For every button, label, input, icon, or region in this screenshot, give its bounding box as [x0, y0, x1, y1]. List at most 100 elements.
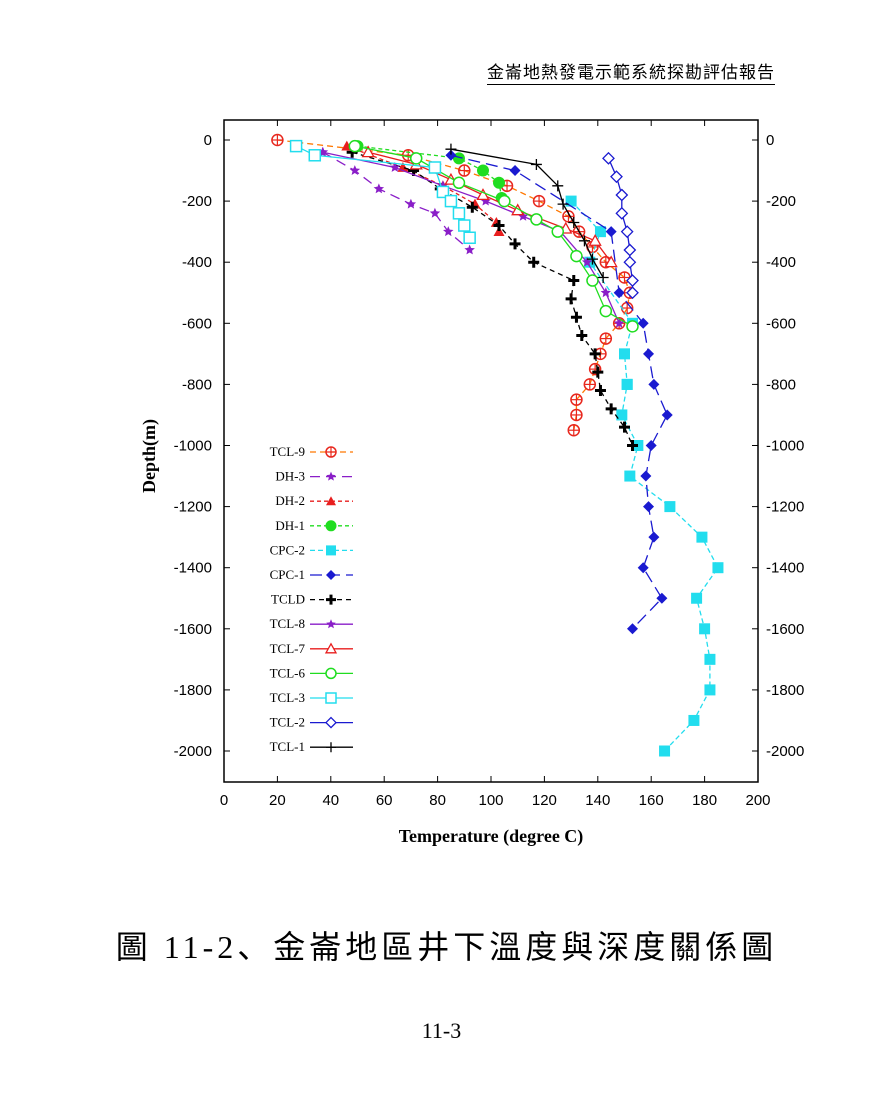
legend-marker-tcld	[326, 594, 336, 605]
y-tick-label-left: -200	[182, 193, 212, 210]
series-line-cpc-1	[450, 154, 668, 630]
series-line-cpc-2	[570, 200, 719, 752]
data-point-cpc-2	[704, 653, 716, 665]
data-point-tcl-8	[517, 210, 529, 221]
legend-marker-tcl-2	[325, 716, 337, 729]
legend-label-tcl-1: TCL-1	[270, 739, 305, 754]
data-point-tcld	[568, 275, 580, 287]
data-point-tcl-6	[570, 249, 583, 263]
legend-label-dh-1: DH-1	[275, 518, 305, 533]
legend-item-tcl-8: TCL-8	[270, 616, 353, 631]
data-point-tcl-7	[476, 188, 490, 201]
y-tick-label-left: -2000	[174, 743, 212, 760]
data-point-tcl-2	[615, 206, 629, 220]
legend-marker-cpc-1	[326, 570, 336, 580]
legend-marker-tcl-7	[324, 642, 338, 654]
legend-label-cpc-1: CPC-1	[270, 567, 305, 582]
x-tick-label: 180	[692, 792, 717, 809]
legend-label-tcl-3: TCL-3	[270, 690, 305, 705]
data-point-cpc-1	[613, 287, 625, 299]
data-point-cpc-2	[621, 378, 633, 390]
data-point-cpc-1	[643, 348, 655, 360]
legend-label-dh-3: DH-3	[275, 469, 305, 484]
x-axis-title: Temperature (degree C)	[399, 826, 584, 847]
data-point-tcl-3	[458, 219, 471, 232]
data-point-tcl-1	[552, 180, 564, 192]
data-point-tcl-2	[610, 170, 623, 184]
legend-label-cpc-2: CPC-2	[270, 542, 305, 557]
y-axis-title: Depth(m)	[139, 419, 160, 493]
data-point-dh-1	[493, 176, 506, 189]
data-point-dh-2	[493, 226, 505, 237]
data-point-tcl-2	[615, 188, 629, 202]
legend-marker-dh-2	[326, 496, 336, 506]
x-tick-label: 120	[532, 792, 557, 809]
data-point-dh-3	[429, 207, 441, 218]
data-point-tcld	[605, 403, 617, 415]
data-point-cpc-2	[624, 470, 636, 482]
y-tick-label-right: -1200	[766, 499, 804, 516]
y-tick-label-right: -200	[766, 193, 796, 210]
y-tick-label-right: -1600	[766, 621, 804, 638]
data-point-tcld	[565, 293, 577, 305]
data-point-cpc-1	[637, 317, 649, 329]
data-point-tcl-2	[626, 286, 639, 300]
x-tick-label: 80	[429, 792, 446, 809]
page-number: 11-3	[421, 1018, 462, 1043]
legend-label-tcld: TCLD	[271, 592, 305, 607]
legend-item-tcl-3: TCL-3	[270, 690, 353, 705]
series-layer	[271, 133, 724, 757]
data-point-dh-3	[464, 244, 475, 255]
data-point-tcl-6	[626, 320, 639, 333]
data-point-cpc-2	[664, 501, 676, 513]
data-point-tcl-1	[530, 158, 542, 170]
y-tick-label-left: -400	[182, 254, 212, 271]
data-point-tcld	[493, 220, 505, 232]
data-point-cpc-1	[509, 165, 521, 177]
data-point-tcld	[570, 311, 582, 323]
data-point-tcl-1	[568, 216, 580, 228]
data-point-tcld	[619, 421, 630, 433]
data-point-cpc-1	[643, 501, 655, 513]
data-point-tcl-1	[597, 271, 609, 283]
data-point-tcl-6	[498, 194, 511, 208]
legend-marker-dh-1	[325, 520, 337, 532]
data-point-cpc-1	[640, 470, 652, 482]
x-tick-label: 160	[639, 792, 664, 809]
x-tick-label: 140	[585, 792, 610, 809]
series-tcl-3	[289, 139, 476, 245]
legend-item-tcld: TCLD	[271, 592, 353, 607]
legend-item-dh-2: DH-2	[275, 493, 353, 508]
x-tick-label: 40	[322, 792, 339, 809]
axes: 0 20 40 60 80 100 120 140 160 180 200 0 0 -200 -200 -40…	[139, 120, 804, 847]
x-tick-label: 200	[745, 792, 770, 809]
data-point-tcl-3	[289, 139, 303, 153]
legend-item-dh-1: DH-1	[275, 518, 353, 533]
y-tick-label-right: 0	[766, 132, 774, 149]
x-tick-label: 20	[269, 792, 286, 809]
data-point-cpc-2	[619, 348, 630, 360]
legend-item-tcl-6: TCL-6	[270, 665, 353, 680]
data-point-tcl-7	[588, 233, 602, 246]
data-point-tcld	[576, 330, 588, 342]
legend-item-tcl-9: TCL-9	[270, 444, 353, 459]
data-point-cpc-2	[696, 531, 708, 543]
data-point-cpc-2	[565, 195, 577, 207]
data-point-tcl-3	[452, 207, 466, 220]
figure-caption: 圖 11-2、金崙地區井下溫度與深度關係圖	[115, 929, 778, 965]
legend-label-tcl-8: TCL-8	[270, 616, 305, 631]
legend-marker-cpc-2	[326, 545, 336, 556]
data-point-cpc-1	[645, 440, 657, 451]
data-point-tcl-8	[613, 317, 625, 328]
y-tick-label-right: -2000	[766, 743, 804, 760]
data-point-tcld	[509, 238, 521, 250]
data-point-tcl-3	[308, 149, 322, 162]
data-point-dh-1	[476, 164, 489, 177]
legend-item-cpc-2: CPC-2	[270, 542, 353, 557]
data-point-cpc-2	[688, 714, 700, 726]
legend-marker-tcl-6	[325, 667, 337, 680]
data-point-tcl-3	[463, 231, 476, 245]
data-point-tcl-7	[604, 255, 618, 268]
data-point-tcld	[627, 440, 639, 451]
legend-item-cpc-1: CPC-1	[270, 567, 353, 582]
